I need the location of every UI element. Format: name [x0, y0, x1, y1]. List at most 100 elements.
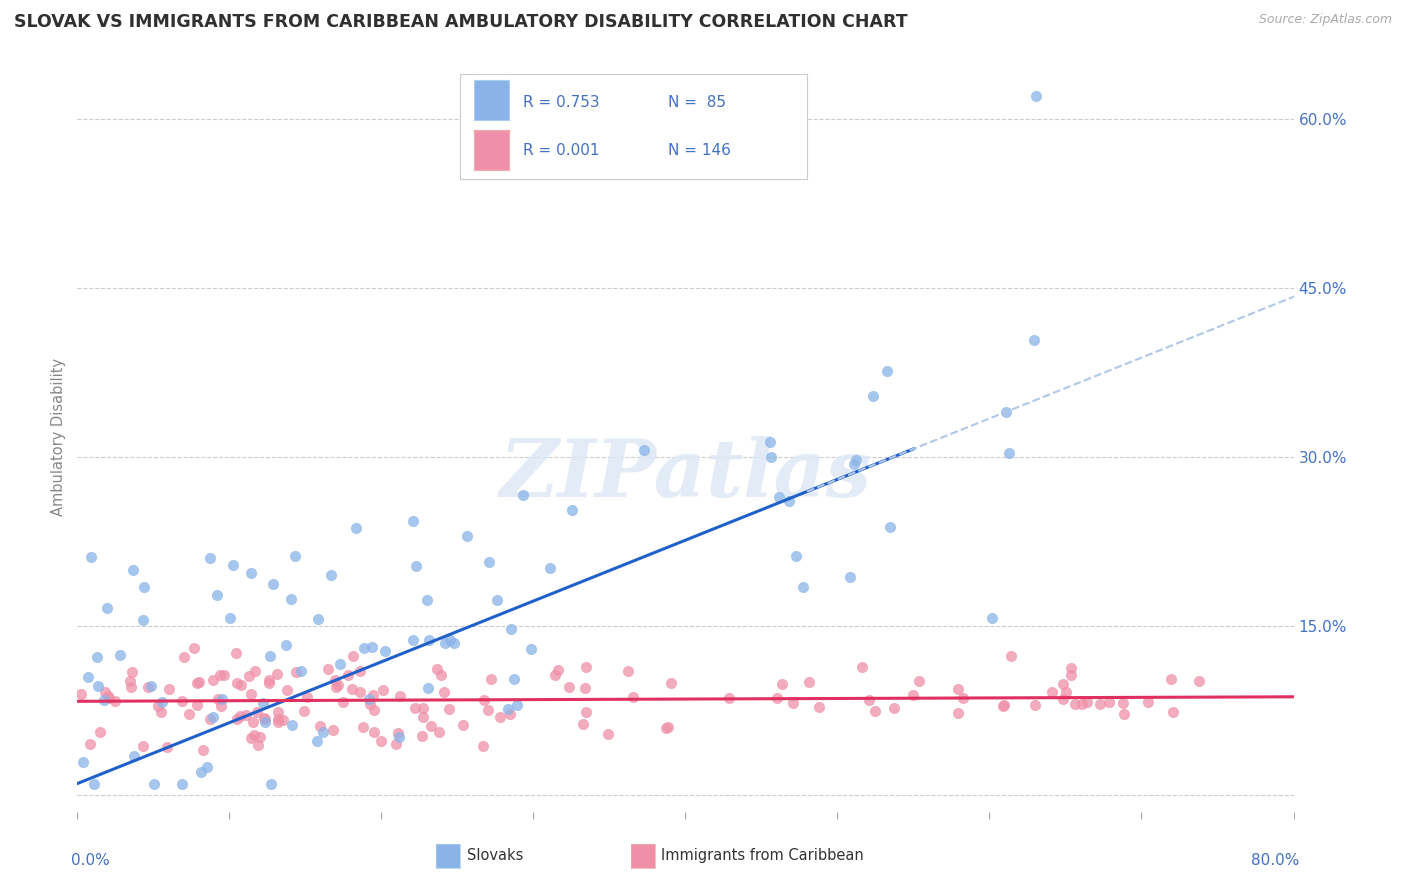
- Point: [72, 755, 94, 769]
- Point: [571, 716, 593, 731]
- Point: [1000, 648, 1022, 663]
- Point: [766, 691, 789, 706]
- Text: SLOVAK VS IMMIGRANTS FROM CARIBBEAN AMBULATORY DISABILITY CORRELATION CHART: SLOVAK VS IMMIGRANTS FROM CARIBBEAN AMBU…: [14, 13, 908, 31]
- Point: [621, 690, 644, 704]
- Point: [349, 685, 371, 699]
- Point: [575, 705, 598, 719]
- Point: [363, 725, 385, 739]
- Point: [778, 494, 800, 508]
- Point: [439, 632, 461, 647]
- Point: [143, 776, 166, 790]
- Point: [485, 593, 508, 607]
- Point: [124, 749, 146, 764]
- Point: [858, 693, 880, 707]
- Point: [844, 457, 866, 471]
- Point: [561, 503, 583, 517]
- Point: [785, 549, 807, 564]
- Point: [260, 776, 283, 790]
- Point: [108, 648, 131, 663]
- Point: [284, 549, 307, 563]
- Point: [308, 718, 330, 732]
- Point: [1161, 705, 1184, 719]
- Point: [575, 660, 598, 674]
- Point: [908, 674, 931, 689]
- Point: [231, 677, 253, 691]
- Point: [429, 668, 451, 682]
- Point: [472, 739, 495, 753]
- Point: [156, 740, 179, 755]
- Point: [307, 734, 329, 748]
- Point: [474, 692, 496, 706]
- Point: [401, 514, 423, 528]
- Point: [332, 695, 354, 709]
- Point: [412, 709, 434, 723]
- Point: [1088, 697, 1111, 711]
- Point: [201, 709, 224, 723]
- Point: [426, 662, 449, 676]
- Point: [118, 673, 141, 688]
- Point: [225, 676, 247, 690]
- Point: [349, 665, 371, 679]
- Point: [191, 743, 214, 757]
- Point: [418, 681, 440, 695]
- Point: [274, 638, 297, 652]
- Point: [808, 699, 831, 714]
- Point: [389, 689, 412, 703]
- Point: [329, 657, 352, 672]
- Point: [991, 699, 1014, 714]
- Point: [326, 678, 349, 692]
- Point: [96, 689, 118, 703]
- Point: [120, 680, 142, 694]
- Point: [242, 715, 264, 730]
- Point: [121, 665, 143, 680]
- Point: [138, 680, 160, 694]
- Point: [322, 723, 344, 737]
- Point: [273, 713, 295, 727]
- Point: [1112, 696, 1135, 710]
- Point: [122, 563, 145, 577]
- Point: [246, 705, 269, 719]
- Point: [187, 674, 209, 689]
- Point: [998, 445, 1021, 459]
- Point: [202, 673, 225, 688]
- Point: [307, 612, 329, 626]
- Point: [157, 682, 180, 697]
- Point: [596, 727, 619, 741]
- Point: [240, 731, 263, 745]
- Point: [243, 728, 266, 742]
- Point: [222, 558, 245, 572]
- Point: [993, 698, 1015, 712]
- Point: [1052, 677, 1074, 691]
- Point: [655, 721, 678, 735]
- Point: [768, 490, 790, 504]
- Point: [238, 669, 260, 683]
- Point: [404, 701, 426, 715]
- Point: [433, 636, 456, 650]
- Point: [290, 664, 312, 678]
- Point: [420, 719, 443, 733]
- Point: [952, 690, 974, 705]
- Point: [228, 709, 250, 723]
- Point: [186, 698, 208, 713]
- Point: [218, 611, 240, 625]
- Point: [499, 706, 522, 721]
- Point: [416, 593, 439, 607]
- Point: [80, 549, 103, 564]
- Point: [249, 730, 271, 744]
- Point: [353, 640, 375, 655]
- Point: [239, 566, 262, 580]
- Point: [186, 675, 208, 690]
- Point: [1137, 695, 1160, 709]
- Point: [1160, 672, 1182, 686]
- Point: [865, 704, 887, 718]
- Point: [862, 389, 884, 403]
- Point: [374, 644, 396, 658]
- Point: [488, 710, 510, 724]
- Point: [259, 676, 281, 690]
- Text: Source: ZipAtlas.com: Source: ZipAtlas.com: [1258, 13, 1392, 27]
- Point: [547, 663, 569, 677]
- Point: [292, 704, 315, 718]
- Point: [759, 450, 782, 464]
- Point: [79, 738, 101, 752]
- Point: [225, 646, 247, 660]
